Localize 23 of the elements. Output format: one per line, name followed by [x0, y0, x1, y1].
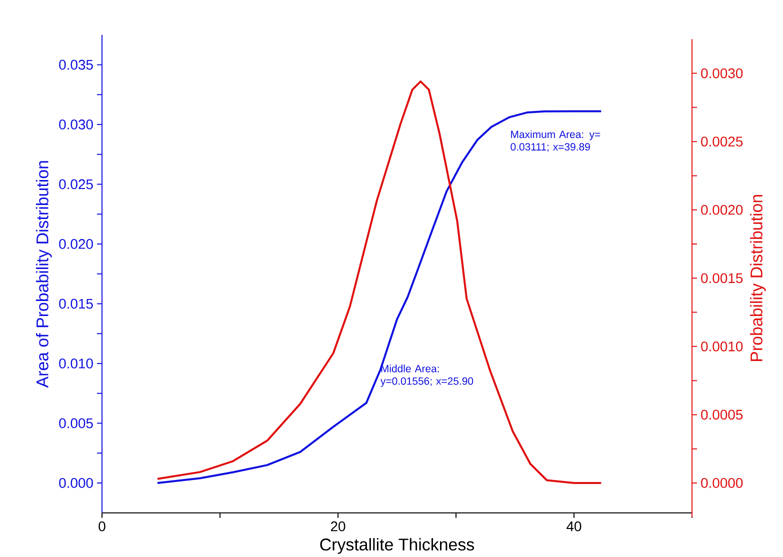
y2-axis-title: Probability Distribution — [750, 194, 766, 361]
x-tick-label: 40 — [566, 521, 582, 532]
x-axis-title: Crystallite Thickness — [320, 538, 474, 554]
y-axis-title: Area of Probability Distribution — [36, 161, 52, 388]
y-tick-label: 0.005 — [59, 418, 93, 428]
y2-tick-label: 0.0015 — [701, 273, 743, 283]
y-tick-label: 0.000 — [59, 478, 93, 488]
y2-tick-label: 0.0005 — [701, 410, 743, 420]
y2-tick-label: 0.0010 — [701, 341, 743, 352]
annotation: Middle Area: y=0.01556; x=25.90 — [380, 364, 474, 387]
y-tick-label: 0.020 — [59, 238, 93, 249]
y-tick-label: 0.010 — [59, 358, 93, 368]
y-tick-label: 0.030 — [59, 119, 93, 130]
annotation: Maximum Area: y= 0.03111; x=39.89 — [510, 130, 600, 152]
y-tick-label: 0.035 — [59, 60, 93, 70]
y2-tick-label: 0.0000 — [701, 478, 743, 488]
x-tick-label: 20 — [330, 521, 346, 532]
y2-tick-label: 0.0025 — [701, 136, 743, 146]
y-tick-label: 0.015 — [59, 298, 93, 309]
y2-tick-label: 0.0020 — [701, 204, 743, 215]
y-tick-label: 0.025 — [59, 179, 93, 190]
y2-tick-label: 0.0030 — [701, 68, 743, 78]
x-tick-label: 0 — [98, 521, 106, 532]
